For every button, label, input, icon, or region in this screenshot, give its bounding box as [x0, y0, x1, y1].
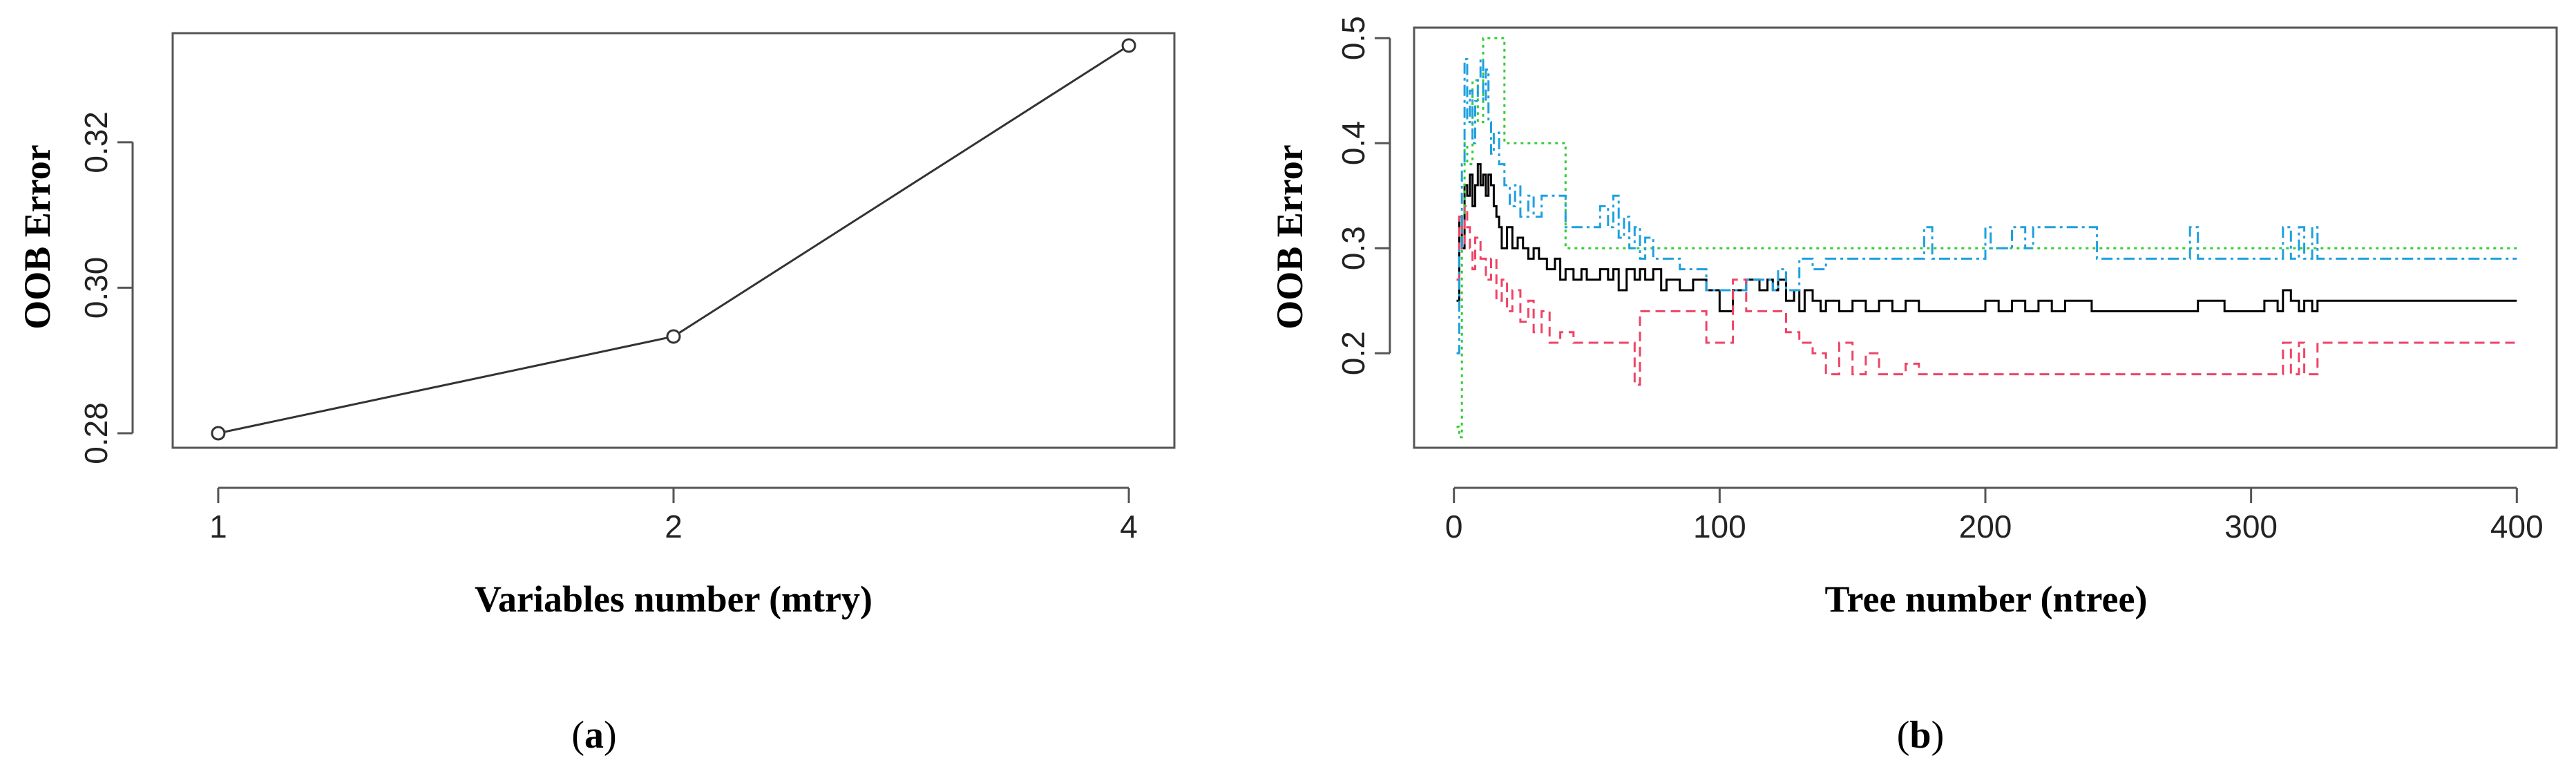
x-tick-label-b: 200	[1959, 509, 2012, 545]
series-line-solid	[1456, 163, 2517, 312]
chart-panel-a: 1 2 4 0.28 0.30 0.32 OOB Error Variables numb…	[17, 32, 1176, 757]
series-line-dashdot	[1456, 58, 2517, 354]
series-group-b	[1456, 37, 2517, 439]
y-tick-label-a: 0.28	[78, 402, 114, 464]
chart-panel-b: 0 100 200 300 400 0.2 0.3 0.4 0.5 OOB Error Tree…	[1269, 16, 2558, 757]
x-tick-label-a: 2	[665, 509, 683, 545]
panel-label-a: (a)	[571, 714, 616, 757]
x-tick-label-b: 100	[1693, 509, 1746, 545]
y-tick-label-b: 0.4	[1335, 121, 1371, 165]
y-tick-label-b: 0.2	[1335, 331, 1371, 375]
series-points-a	[211, 38, 1136, 441]
y-tick-label-a: 0.32	[78, 111, 114, 173]
y-tick-label-b: 0.5	[1335, 16, 1371, 60]
x-tick-label-b: 300	[2224, 509, 2278, 545]
x-axis-title-a: Variables number (mtry)	[475, 578, 872, 620]
series-line-dashed	[1456, 205, 2517, 386]
x-tick-label-b: 400	[2490, 509, 2544, 545]
y-tick-label-a: 0.30	[78, 257, 114, 319]
data-point-a	[211, 426, 226, 441]
series-line-dotted	[1456, 37, 2517, 439]
data-point-a	[666, 329, 681, 344]
data-point-a	[1121, 38, 1136, 53]
y-axis-title-a: OOB Error	[17, 144, 58, 329]
line-segment-a	[218, 335, 674, 435]
axes-a: 1 2 4 0.28 0.30 0.32	[78, 111, 1138, 545]
series-line-a	[218, 44, 1129, 435]
axes-b: 0 100 200 300 400 0.2 0.3 0.4 0.5	[1335, 16, 2544, 545]
panel-label-b: (b)	[1897, 714, 1944, 757]
y-axis-title-b: OOB Error	[1269, 144, 1310, 329]
x-axis-title-b: Tree number (ntree)	[1825, 578, 2148, 620]
x-tick-label-a: 4	[1120, 509, 1138, 545]
plot-frame-b	[1413, 26, 2558, 449]
x-tick-label-b: 0	[1445, 509, 1463, 545]
y-tick-label-b: 0.3	[1335, 226, 1371, 270]
plot-frame-a	[171, 32, 1176, 449]
line-segment-a	[673, 44, 1129, 338]
x-tick-label-a: 1	[209, 509, 227, 545]
